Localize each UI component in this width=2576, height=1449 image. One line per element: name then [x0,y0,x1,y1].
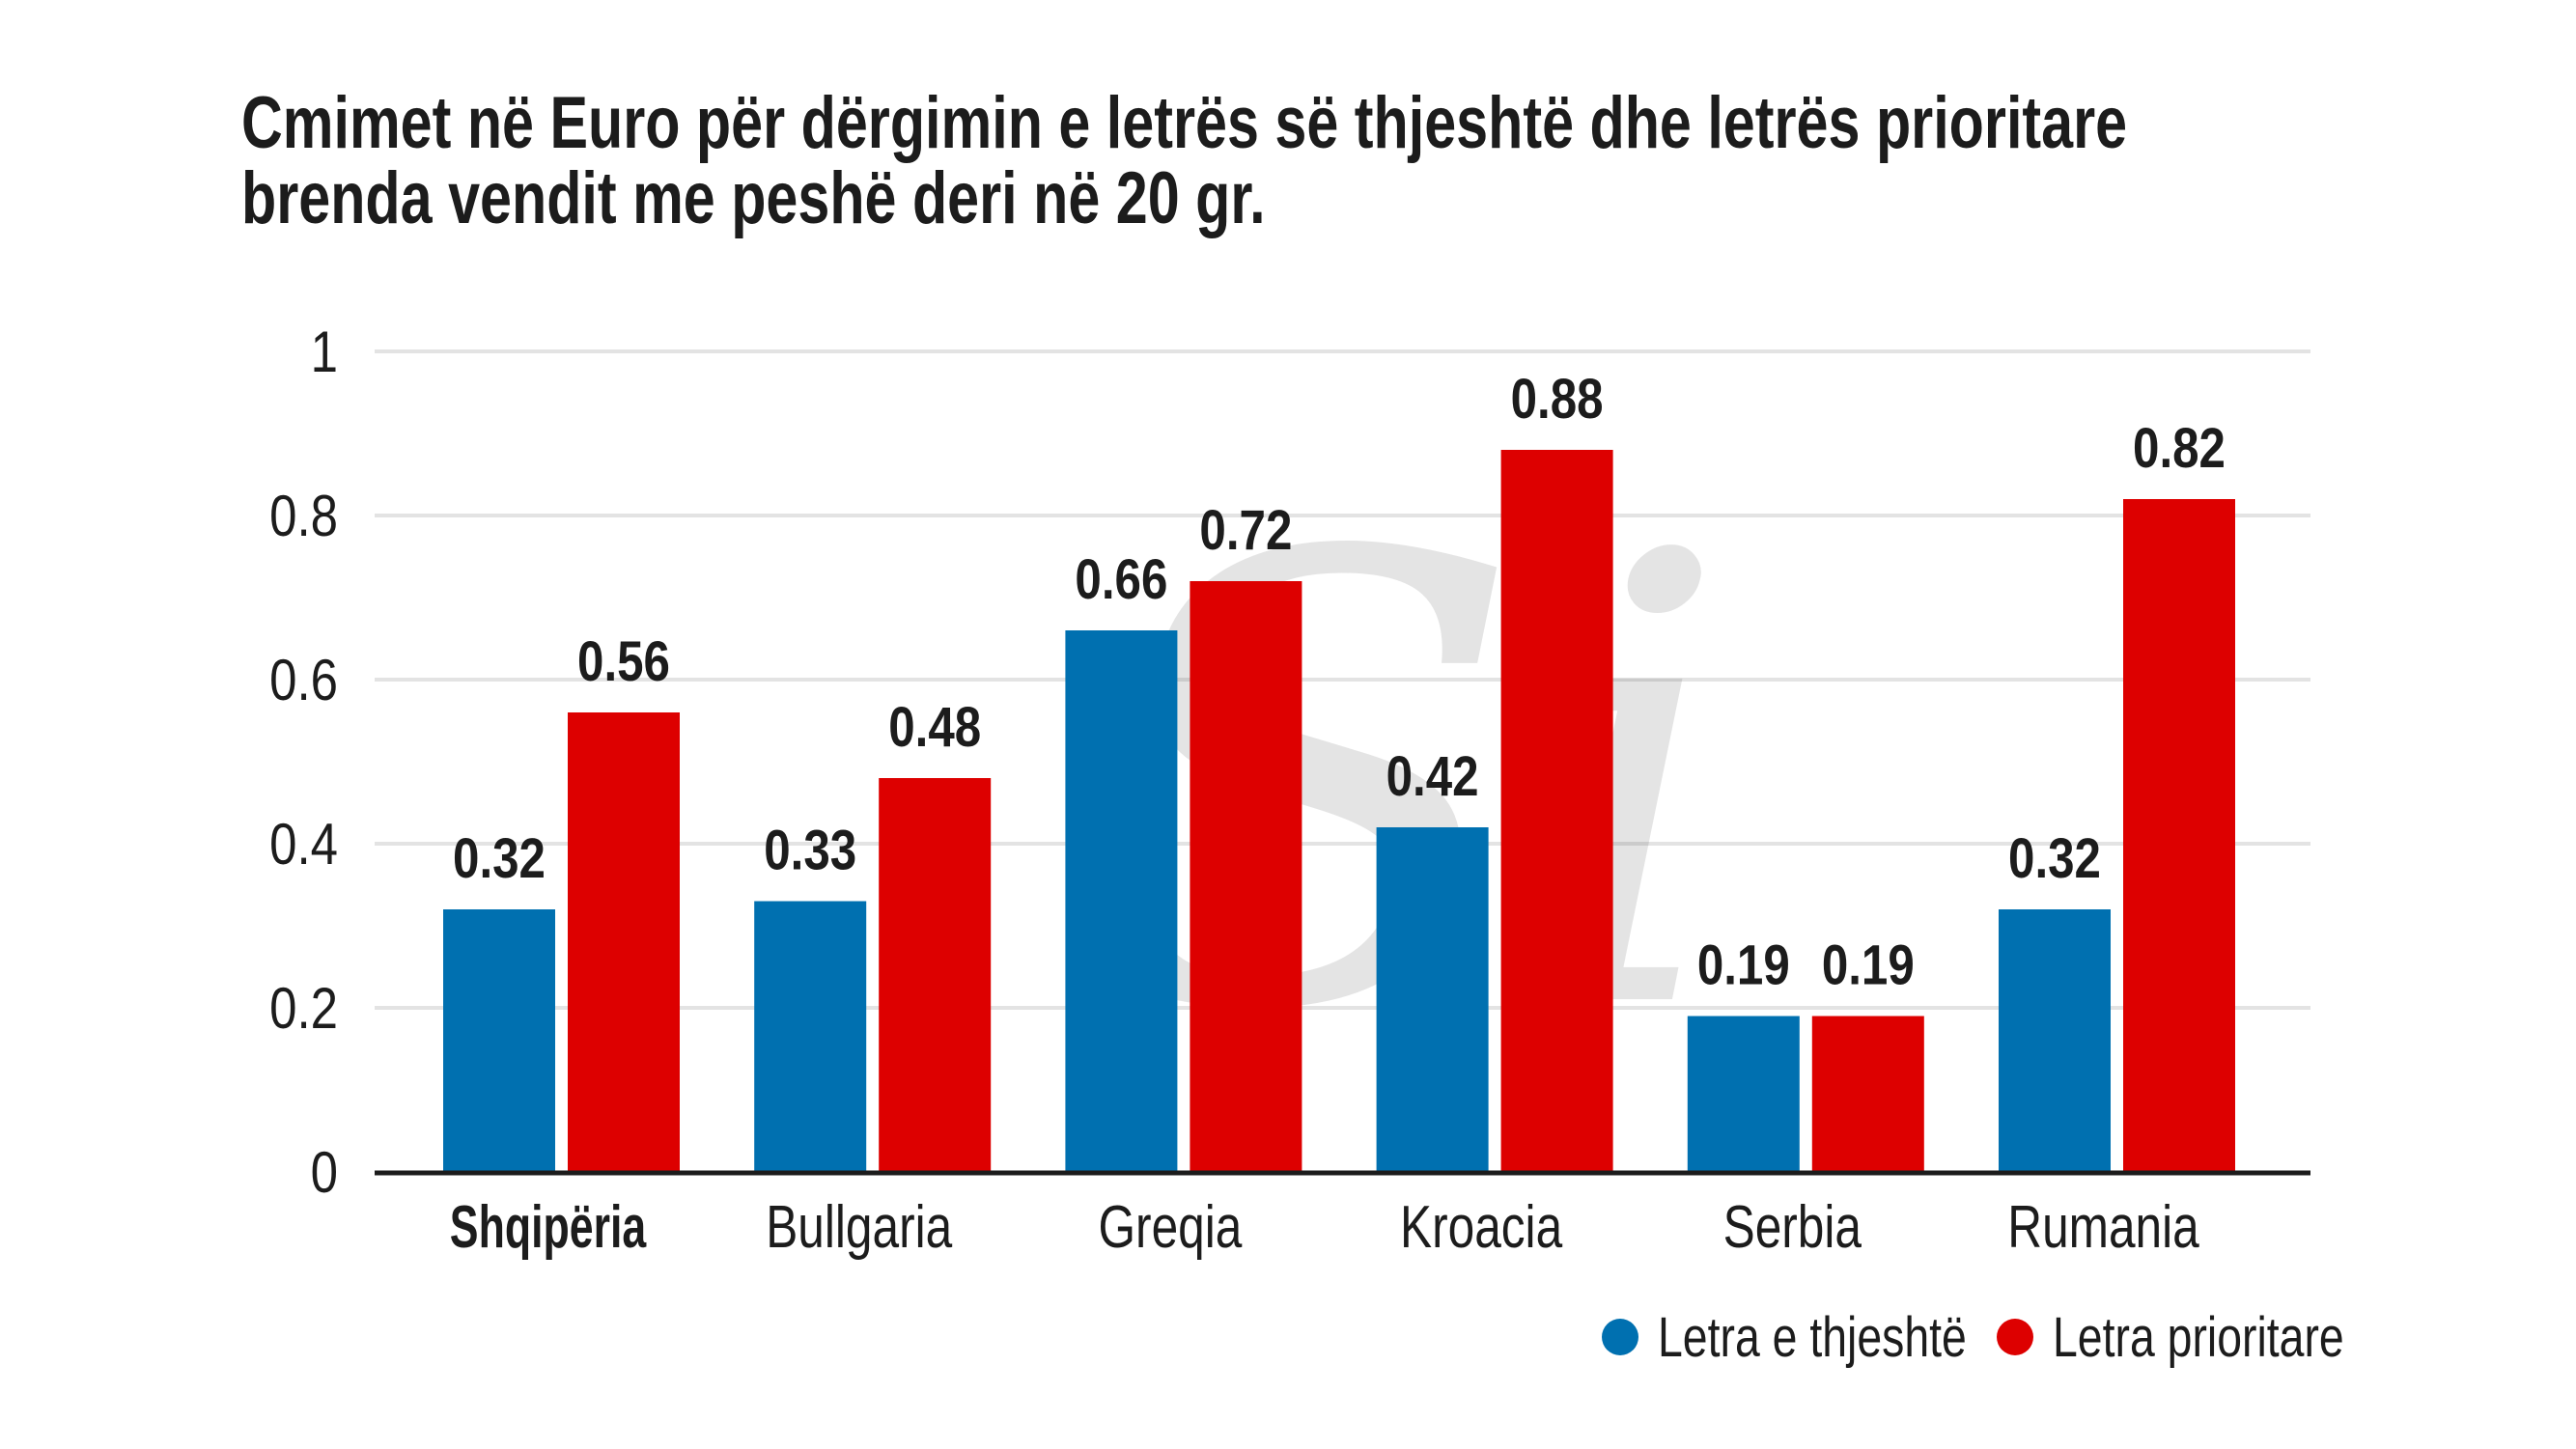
chart-title-line-1: Cmimet në Euro për dërgimin e letrës së … [241,82,2127,164]
data-label: 0.32 [453,827,546,890]
bar-letra-e-thjeshte[interactable] [443,909,555,1172]
y-axis-tick-labels: 0 0.2 0.4 0.6 0.8 1 [269,320,338,1205]
y-tick-label: 1 [311,320,338,384]
chart-title-line-2: brenda vendit me peshë deri në 20 gr. [241,157,1266,239]
y-tick-label: 0.4 [269,812,338,877]
data-label: 0.33 [764,820,856,882]
bars [443,450,2235,1172]
x-category-label: Serbia [1723,1193,1862,1261]
data-label: 0.88 [1511,368,1604,431]
legend-item-letra-e-thjeshte[interactable]: Letra e thjeshtë [1602,1306,1967,1369]
data-label: 0.82 [2133,417,2226,480]
legend-marker-blue-dot-icon [1602,1319,1638,1355]
data-label: 0.56 [577,630,670,693]
legend: Letra e thjeshtë Letra prioritare [1602,1306,2344,1369]
y-tick-label: 0.2 [269,976,338,1041]
legend-label-letra-e-thjeshte: Letra e thjeshtë [1658,1306,1967,1369]
bar-letra-e-thjeshte[interactable] [1999,909,2111,1172]
x-category-label: Kroacia [1400,1193,1563,1261]
bar-letra-prioritare[interactable] [1500,450,1613,1172]
data-labels: 0.32 0.56 0.33 0.48 0.66 0.72 0.42 0.88 0.19 0.19… [453,368,2226,996]
y-tick-label: 0 [311,1140,338,1205]
x-axis-category-labels: Shqipëria Bullgaria Greqia Kroacia Serbia Rum… [450,1193,2200,1261]
data-label: 0.48 [888,696,981,759]
bar-letra-prioritare[interactable] [568,712,680,1172]
chart-title: Cmimet në Euro për dërgimin e letrës së … [241,82,2127,239]
data-label: 0.72 [1199,499,1292,562]
bar-letra-prioritare[interactable] [1190,581,1302,1172]
bar-letra-prioritare[interactable] [2123,499,2235,1172]
legend-label-letra-prioritare: Letra prioritare [2053,1306,2344,1369]
data-label: 0.66 [1075,548,1167,611]
bar-letra-e-thjeshte[interactable] [1376,827,1489,1172]
y-tick-label: 0.6 [269,648,338,712]
x-category-label: Shqipëria [450,1194,647,1261]
data-label: 0.19 [1697,934,1790,997]
y-tick-label: 0.8 [269,484,338,548]
x-category-label: Rumania [2007,1193,2199,1261]
legend-marker-red-dot-icon [1997,1319,2033,1355]
bar-letra-prioritare[interactable] [879,778,992,1172]
bar-letra-prioritare[interactable] [1811,1016,1924,1173]
legend-item-letra-prioritare[interactable]: Letra prioritare [1997,1306,2344,1369]
data-label: 0.32 [2008,827,2101,890]
bar-letra-e-thjeshte[interactable] [1065,630,1178,1172]
x-category-label: Bullgaria [766,1193,953,1261]
x-category-label: Greqia [1098,1193,1243,1261]
bar-letra-e-thjeshte[interactable] [754,901,867,1173]
data-label: 0.19 [1822,934,1915,997]
gridlines [375,349,2310,1010]
data-label: 0.42 [1386,745,1479,808]
bar-letra-e-thjeshte[interactable] [1687,1016,1800,1173]
